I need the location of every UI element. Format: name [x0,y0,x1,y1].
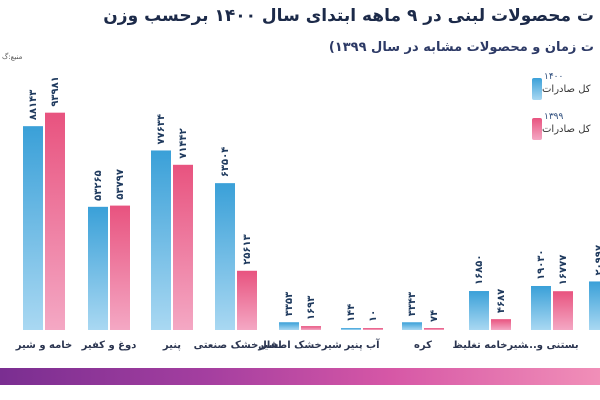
bar-1400 [23,126,43,330]
category-label: شیرخشک اطفال [258,340,342,351]
legend-item-1400: ۱۴۰۰ کل صادرات [530,72,600,100]
value-label: ۷۷۶۳۴ [156,114,167,145]
value-label: ۱۶۷۷۷ [558,255,569,286]
chart-subtitle: ت زمان و محصولات مشابه در سال ۱۳۹۹) [328,40,594,55]
bar-1400 [151,150,171,330]
footer-gradient-bar [0,368,600,385]
value-label: ۱۴۴ [346,304,357,322]
value-label: ۷۴ [429,310,440,322]
category-labels-layer: خامه و شیر دوغ و کفیر پنیر شیرخشک صنعتیشیرخ… [15,338,579,351]
bar-1399 [110,205,130,330]
legend-swatch-1400 [532,78,542,100]
category-label: بستنی و... [525,340,578,351]
category-label: آب پنیر [343,338,380,351]
category-label: پنیر [162,340,181,351]
bar-1400 [589,281,600,330]
bar-1400 [88,206,108,330]
value-label: ۵۳۷۹۷ [115,169,126,200]
bar-1399 [553,291,573,330]
value-label: ۳۳۴۳ [407,292,418,316]
bar-1400 [531,285,551,330]
value-label: ۱۶۹۳ [306,296,317,320]
bar-1400 [469,291,489,330]
value-label: ۱۶۸۵۰ [474,255,485,286]
bar-1400 [215,183,235,330]
legend-swatch-1399 [532,118,542,140]
value-label: ۲۵۶۱۳ [242,234,253,265]
value-label: ۶۳۵۰۴ [220,147,231,178]
bar-1400 [279,322,299,330]
bar-1400 [341,328,361,330]
legend-year: ۱۳۹۹ [544,112,564,122]
value-label: ۹۳۹۸۱ [50,76,61,107]
bar-1399 [424,328,444,330]
value-label: ۳۳۵۳ [284,292,295,316]
bar-1399 [363,328,383,330]
value-label: ۱۰ [368,310,379,322]
value-label: ۴۶۸۷ [496,289,507,313]
category-label: دوغ و کفیر [81,340,137,351]
value-label: ۲۰۹۹۷ [594,245,600,276]
bar-1400 [402,322,422,330]
legend-year: ۱۴۰۰ [544,72,564,82]
value-label: ۷۱۴۴۲ [178,128,189,159]
legend-label: کل صادرات [542,124,591,135]
value-label: ۱۹۰۳۰ [536,249,547,280]
bars-layer [23,112,600,330]
chart-title: ت محصولات لبنی در ۹ ماهه ابتدای سال ۱۴۰۰… [103,6,594,26]
category-label: شیرخامه تغلیظ [452,340,527,351]
category-label: خامه و شیر [15,340,73,351]
bar-1399 [491,319,511,330]
value-label: ۵۳۲۶۵ [93,170,104,201]
value-label: ۸۸۱۴۳ [28,90,39,121]
bar-1399 [173,164,193,330]
category-label: کره [414,340,432,351]
bar-1399 [237,270,257,330]
legend-item-1399: ۱۳۹۹ کل صادرات [530,112,600,140]
source-note: منبع:گ [2,53,23,61]
legend-label: کل صادرات [542,84,591,95]
category-label: شیرخشک صنعتی [194,340,279,351]
value-labels-layer: ۸۸۱۴۳ ۹۳۹۸۱ ۵۳۲۶۵ ۵۳۷۹۷ ۷۷۶۳۴ ۷۱۴۴۲ ۶۳۵۰۴ ۲۵۶۱۳… [28,76,600,322]
legend: ۱۴۰۰ کل صادرات ۱۳۹۹ کل صادرات [530,72,600,158]
bar-1399 [45,112,65,330]
bar-1399 [301,326,321,330]
